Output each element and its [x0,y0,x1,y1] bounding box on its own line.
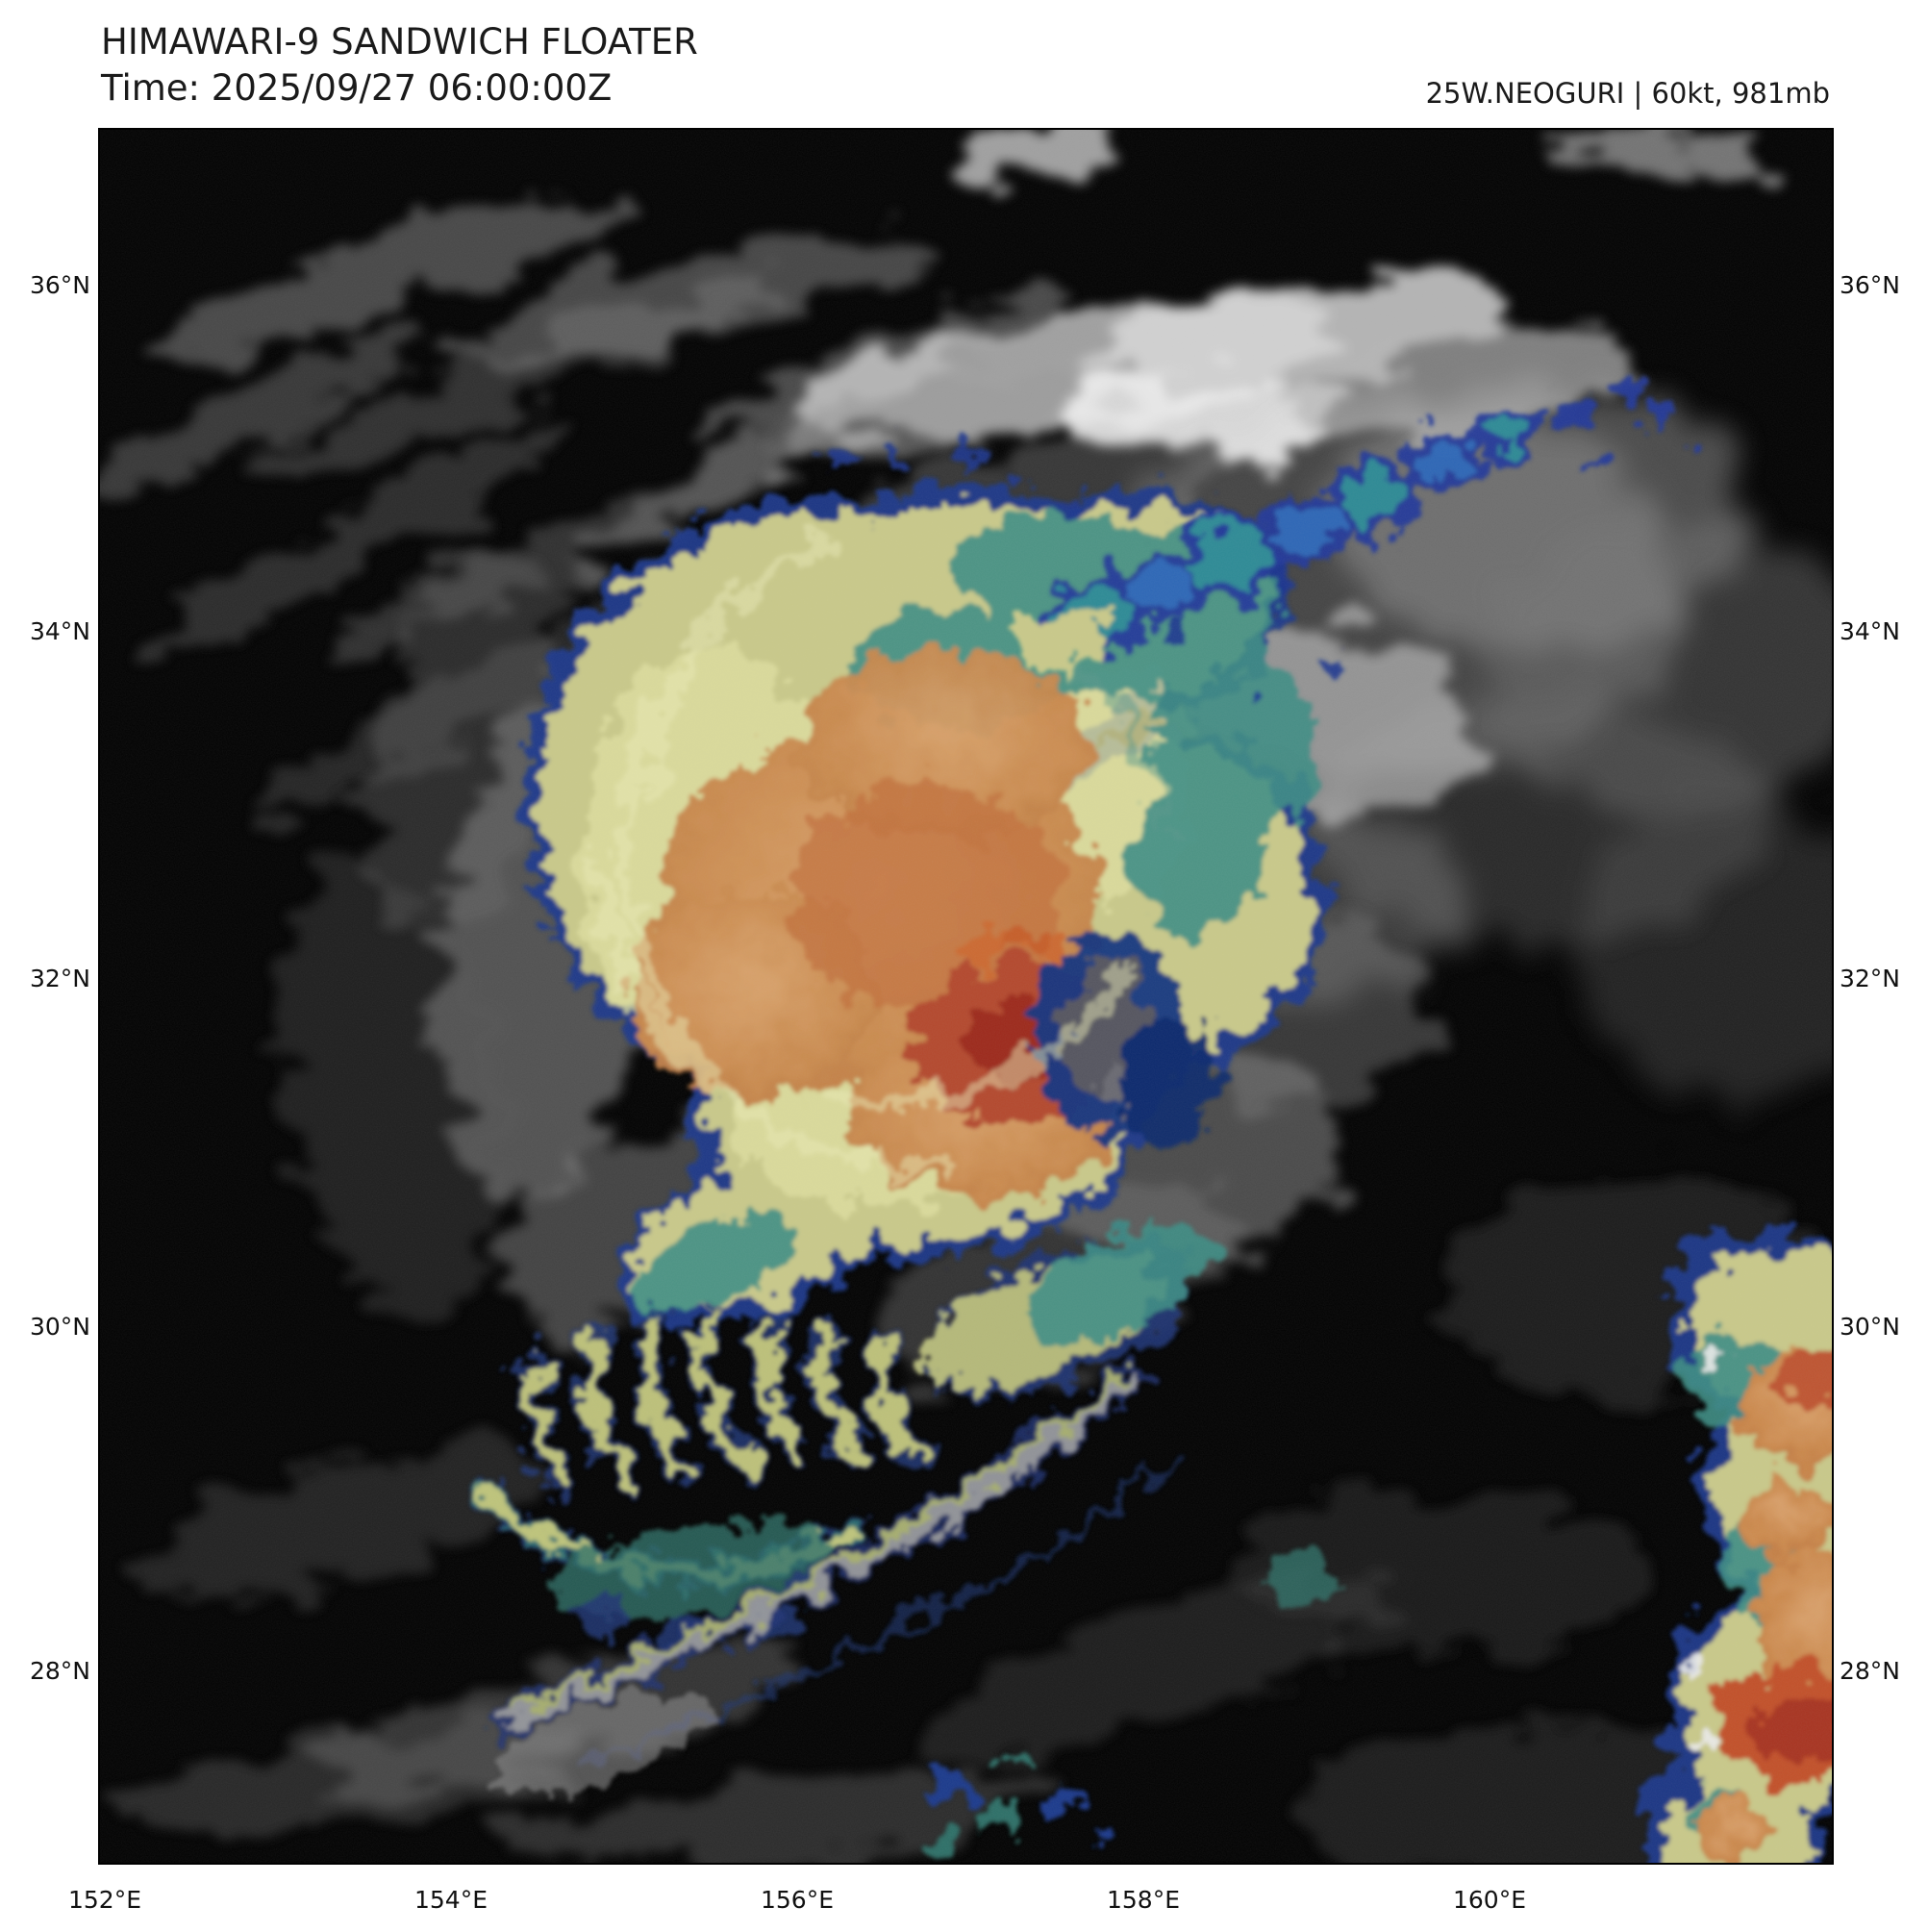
satellite-map: Copyright © 2020-2025 Dapiya [98,128,1834,1865]
lat-label-right: 30°N [1840,1313,1901,1341]
lat-label-right: 36°N [1840,271,1901,299]
lon-label: 154°E [413,1886,488,1914]
product-title: HIMAWARI-9 SANDWICH FLOATER [101,21,698,63]
lat-label-right: 34°N [1840,617,1901,645]
lon-label: 152°E [67,1886,141,1914]
lat-label-right: 28°N [1840,1657,1901,1685]
lon-label: 156°E [760,1886,834,1914]
lat-label-left: 32°N [29,965,90,992]
lat-label-left: 34°N [29,617,90,645]
storm-info-label: 25W.NEOGURI | 60kt, 981mb [1425,77,1830,110]
lat-label-right: 32°N [1840,965,1901,992]
lon-label: 158°E [1106,1886,1180,1914]
lat-label-left: 36°N [29,271,90,299]
timestamp-label: Time: 2025/09/27 06:00:00Z [101,67,613,109]
lat-label-left: 30°N [29,1313,90,1341]
satellite-imagery [100,130,1832,1863]
lat-label-left: 28°N [29,1657,90,1685]
lon-label: 160°E [1452,1886,1526,1914]
image-grain [100,130,1832,1863]
